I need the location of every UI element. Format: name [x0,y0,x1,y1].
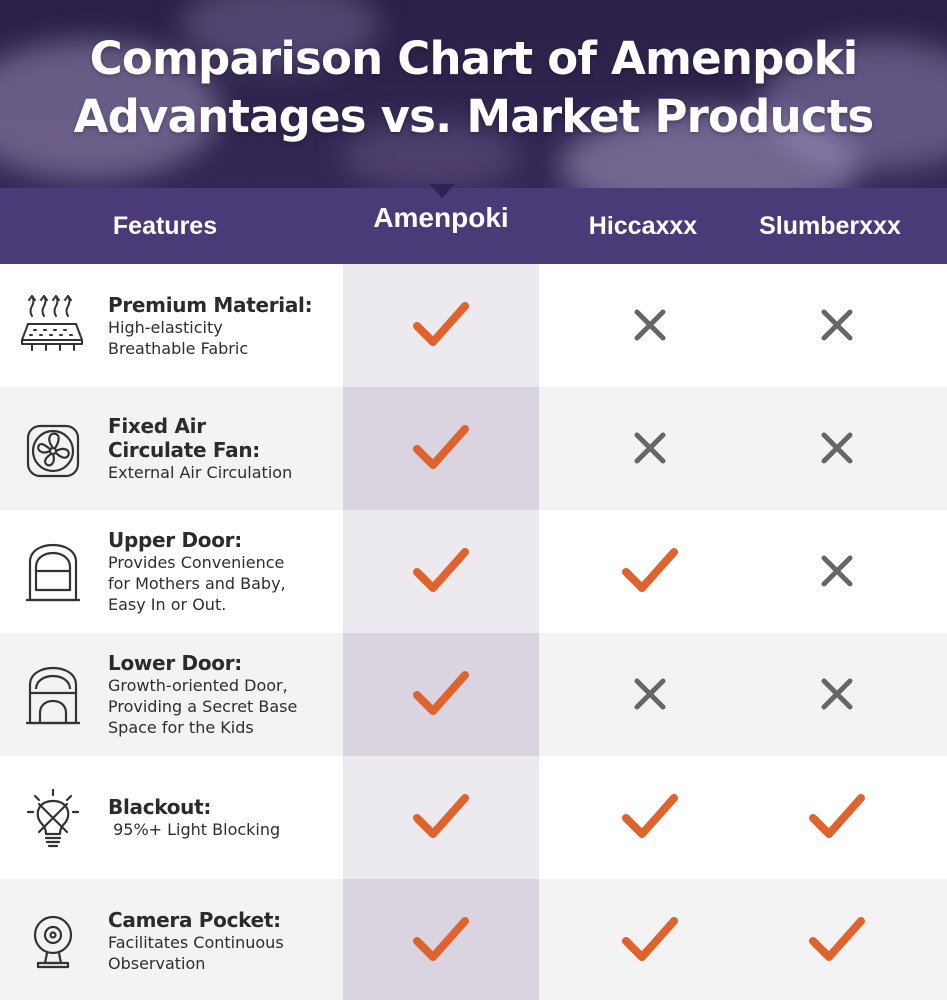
fan-icon [26,424,80,478]
feature-description: External Air Circulation [108,463,293,482]
feature-name: Fixed Air Circulate Fan: [108,414,260,462]
feature-description: Facilitates Continuous Observation [108,932,284,973]
feature-name: Camera Pocket: [108,907,281,932]
check-mark-icon [413,671,469,715]
amenpoki-column-cell [343,633,539,756]
table-row: Fixed Air Circulate Fan: External Air Ci… [0,387,947,510]
header-pointer-notch [429,184,455,198]
check-mark-icon [413,302,469,346]
feature-name: Lower Door: [108,651,242,675]
check-mark-icon [413,917,469,961]
table-row: Upper Door: Provides Convenience for Mot… [0,510,947,633]
column-header-hiccaxxx: Hiccaxxx [588,211,698,240]
feature-description: Provides Convenience for Mothers and Bab… [108,553,286,614]
cross-mark-icon [634,678,666,710]
check-mark-icon [622,917,678,961]
cross-mark-icon [821,678,853,710]
cross-mark-icon [634,432,666,464]
check-mark-icon [413,794,469,838]
column-header-features: Features [112,211,218,240]
cross-mark-icon [821,432,853,464]
column-header-bar: Features Amenpoki Hiccaxxx Slumberxxx [0,188,947,264]
feature-name: Premium Material: [108,292,313,317]
amenpoki-column-cell [343,879,539,1000]
title-banner: Comparison Chart of Amenpoki Advantages … [0,0,947,188]
cloud-decoration [340,120,520,188]
table-row: Blackout: 95%+ Light Blocking [0,756,947,879]
check-mark-icon [809,917,865,961]
no-light-bulb-icon [26,788,80,848]
cloud-decoration [180,0,380,70]
title-line-1: Comparison Chart of Amenpoki [89,32,859,85]
cloud-decoration [0,40,220,180]
cross-mark-icon [634,309,666,341]
check-mark-icon [413,548,469,592]
cloud-decoration [760,40,947,170]
table-row: Lower Door: Growth-oriented Door, Provid… [0,633,947,756]
comparison-table: Premium Material: High-elasticity Breath… [0,264,947,1000]
check-mark-icon [622,794,678,838]
camera-icon [33,915,73,969]
table-row: Camera Pocket: Facilitates Continuous Ob… [0,879,947,1000]
feature-description: 95%+ Light Blocking [108,820,281,839]
upper-door-tent-icon [26,543,80,602]
cross-mark-icon [821,309,853,341]
column-header-slumberxxx: Slumberxxx [759,211,901,240]
page-title: Comparison Chart of Amenpoki Advantages … [0,30,947,146]
breathable-fabric-icon [21,295,83,351]
title-line-2: Advantages vs. Market Products [73,90,875,143]
feature-name: Upper Door: [108,528,242,552]
check-mark-icon [809,794,865,838]
amenpoki-column-cell [343,264,539,387]
feature-name: Blackout: [108,795,212,819]
column-header-amenpoki: Amenpoki [373,202,509,233]
cross-mark-icon [821,555,853,587]
feature-description: Growth-oriented Door, Providing a Secret… [108,676,298,737]
feature-description: High-elasticity Breathable Fabric [108,317,249,358]
lower-door-tent-icon [26,666,80,725]
amenpoki-column-cell [343,756,539,879]
table-row: Premium Material: High-elasticity Breath… [0,264,947,387]
amenpoki-column-cell [343,510,539,633]
check-mark-icon [413,425,469,469]
amenpoki-column-cell [343,387,539,510]
check-mark-icon [622,548,678,592]
